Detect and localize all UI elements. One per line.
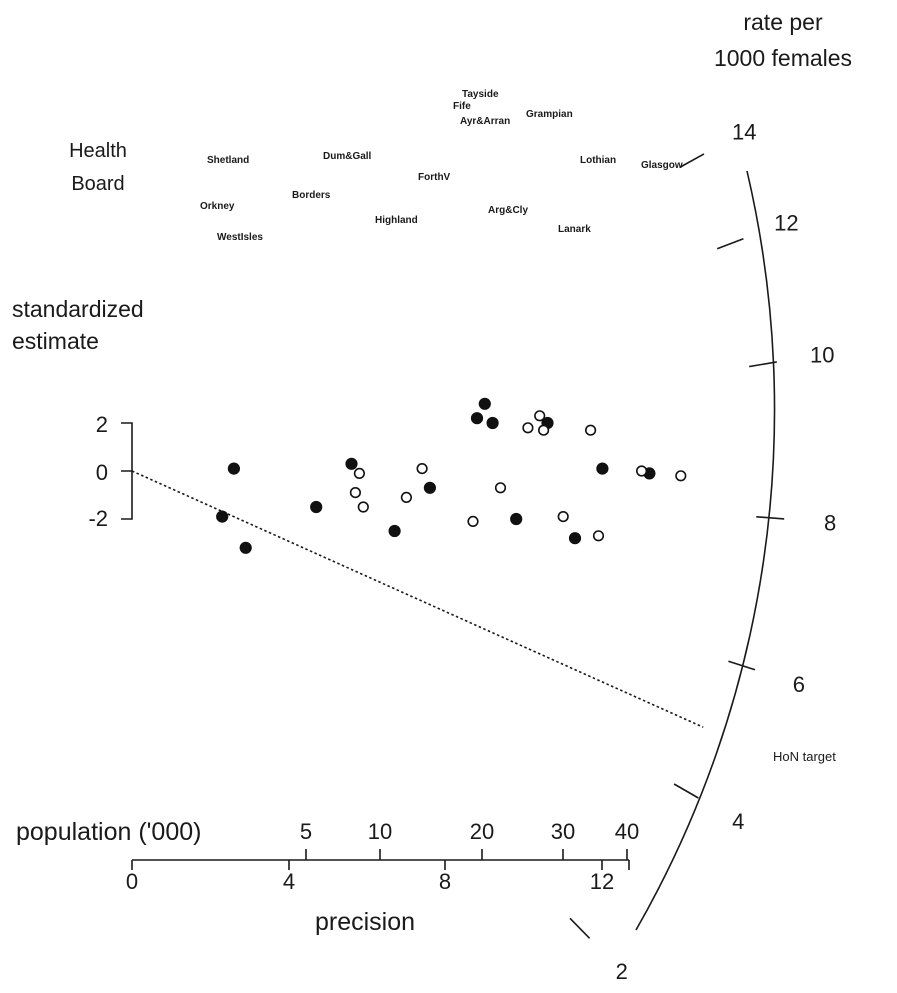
board-label-dum-gall: Dum&Gall	[323, 151, 372, 162]
filled-point-1	[216, 510, 229, 523]
data-points	[216, 397, 687, 554]
board-label-ayr-arran: Ayr&Arran	[460, 116, 510, 127]
x-axis-title: precision	[315, 908, 415, 936]
board-label-westisles: WestIsles	[217, 232, 263, 243]
radial-axis-arc	[635, 170, 776, 931]
board-label-shetland: Shetland	[207, 155, 249, 166]
radial-axis-title-line1: rate per	[743, 9, 823, 35]
open-point-3	[400, 491, 413, 504]
board-label-borders: Borders	[292, 190, 331, 201]
radial-tick-8	[756, 516, 785, 520]
open-point-9	[537, 424, 550, 436]
radial-axis-title-line2: 1000 females	[714, 45, 852, 71]
radial-tick-label-2: 2	[616, 959, 628, 984]
health-board-title-line1: Health	[69, 140, 127, 162]
open-point-5	[467, 515, 479, 528]
open-point-1	[349, 487, 362, 499]
precision-axis-line	[131, 849, 630, 870]
radial-tick-6	[728, 660, 756, 671]
target-label: HoN target	[773, 749, 836, 764]
board-label-glasgow: Glasgow	[641, 160, 683, 171]
population-tick-label-40: 40	[615, 819, 639, 844]
open-point-13	[635, 465, 648, 477]
filled-point-5	[388, 524, 401, 538]
open-point-11	[584, 424, 597, 436]
population-tick-label-5: 5	[300, 819, 312, 844]
radial-tick-label-12: 12	[774, 210, 798, 235]
open-point-0	[353, 467, 366, 480]
filled-point-13	[596, 462, 609, 475]
x-tick-label-0: 0	[126, 869, 138, 894]
radial-tick-4	[673, 783, 699, 799]
y-axis-title-line2: estimate	[12, 328, 99, 354]
filled-point-9	[486, 416, 499, 430]
open-point-14	[675, 470, 687, 482]
radial-tick-label-10: 10	[810, 342, 834, 367]
open-point-6	[494, 482, 507, 494]
filled-point-12	[568, 532, 582, 545]
filled-point-2	[239, 541, 252, 554]
open-point-7	[522, 422, 534, 434]
board-label-highland: Highland	[375, 215, 418, 226]
population-tick-label-20: 20	[470, 819, 494, 844]
filled-point-0	[227, 462, 240, 475]
radial-tick-label-6: 6	[793, 672, 805, 697]
x-tick-label-8: 8	[439, 869, 451, 894]
filled-point-8	[478, 397, 491, 410]
radial-tick-2	[569, 917, 591, 939]
board-label-orkney: Orkney	[200, 201, 235, 212]
open-point-12	[592, 530, 605, 542]
filled-point-4	[345, 457, 358, 470]
open-point-4	[416, 463, 428, 475]
radial-axis-ticks: 14 12 10 8 6 4 2	[569, 120, 836, 984]
open-point-2	[357, 501, 369, 513]
board-label-lothian: Lothian	[580, 155, 616, 166]
radial-tick-14	[679, 153, 705, 169]
target-reference-line	[131, 470, 704, 728]
population-axis-title: population ('000)	[16, 818, 201, 846]
open-point-10	[557, 510, 569, 523]
board-label-fife: Fife	[453, 101, 471, 112]
population-tick-label-10: 10	[368, 819, 392, 844]
y-tick-label-minus-2: -2	[88, 506, 108, 531]
y-tick-label-2: 2	[96, 412, 108, 437]
filled-point-6	[423, 481, 436, 494]
population-tick-label-30: 30	[551, 819, 575, 844]
filled-point-7	[470, 412, 484, 425]
board-label-grampian: Grampian	[526, 109, 573, 120]
filled-point-10	[510, 512, 523, 526]
radial-tick-label-8: 8	[824, 510, 836, 535]
radial-tick-10	[749, 361, 777, 368]
board-label-lanark: Lanark	[558, 224, 591, 235]
board-label-forthv: ForthV	[418, 172, 451, 183]
radial-tick-label-14: 14	[732, 120, 756, 145]
x-tick-label-4: 4	[283, 869, 295, 894]
board-label-tayside: Tayside	[462, 89, 499, 100]
y-axis-line	[121, 422, 133, 520]
x-tick-label-12: 12	[590, 869, 614, 894]
filled-point-3	[310, 500, 323, 514]
radial-tick-12	[716, 238, 744, 250]
board-label-arg-cly: Arg&Cly	[488, 205, 528, 216]
y-tick-label-0: 0	[96, 460, 108, 485]
open-point-8	[534, 410, 546, 422]
y-axis-title-line1: standardized	[12, 296, 144, 322]
health-board-title-line2: Board	[71, 173, 124, 195]
radial-tick-label-4: 4	[732, 809, 744, 834]
